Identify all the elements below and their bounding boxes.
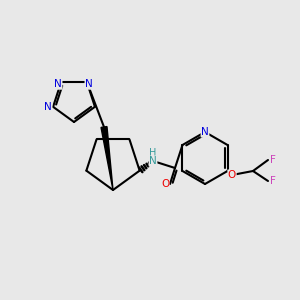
Polygon shape [101,127,113,190]
Text: H: H [149,148,157,158]
Text: O: O [228,170,236,180]
Text: N: N [201,127,209,137]
Text: N: N [149,156,157,166]
Text: F: F [270,155,276,165]
Text: N: N [85,79,93,89]
Text: N: N [44,102,52,112]
Text: F: F [270,176,276,186]
Text: N: N [54,79,62,89]
Text: O: O [161,179,169,189]
